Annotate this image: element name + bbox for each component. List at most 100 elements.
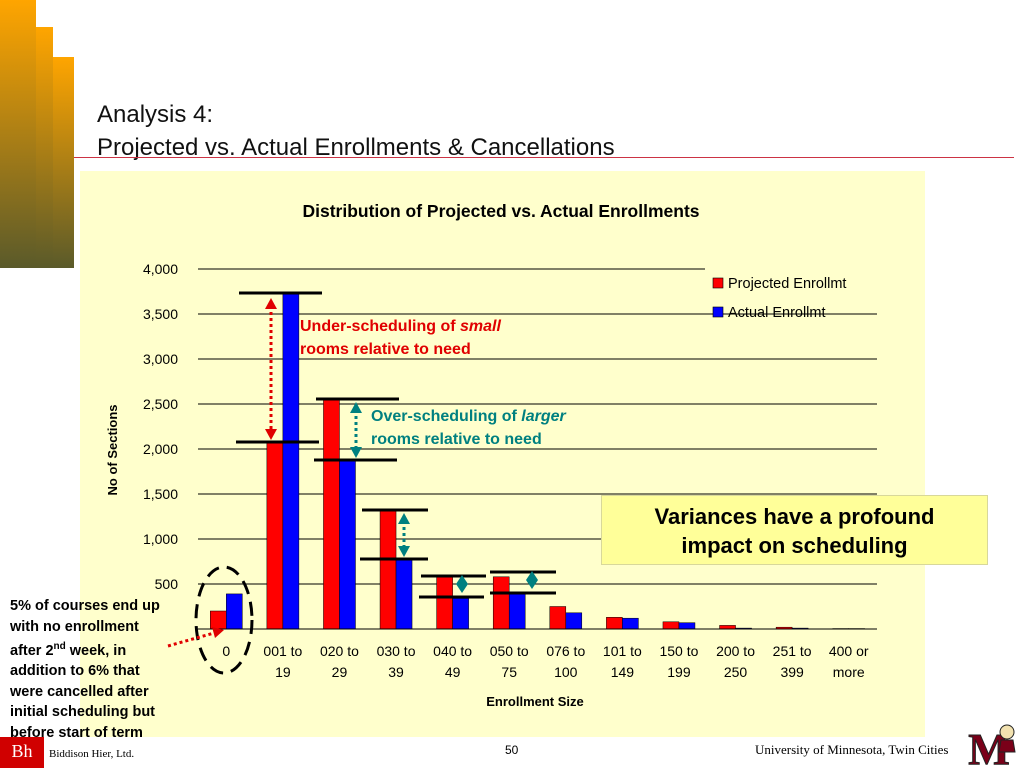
side-note-line: after 2nd week, in xyxy=(10,637,195,661)
x-tick-label: 400 or xyxy=(829,643,869,659)
under-arrow-head-down xyxy=(265,429,277,440)
y-tick-label: 3,000 xyxy=(143,351,178,367)
annotation-markers xyxy=(167,291,556,675)
side-note-post: week, in xyxy=(65,642,127,659)
slide-title-line2: Projected vs. Actual Enrollments & Cance… xyxy=(97,134,615,161)
under-scheduling-callout: Under-scheduling of small rooms relative… xyxy=(300,315,501,361)
slide-title-line1: Analysis 4: xyxy=(97,101,214,128)
x-tick-label: 100 xyxy=(554,664,578,680)
bar-projected xyxy=(266,442,284,630)
x-tick-label: 199 xyxy=(667,664,691,680)
legend-swatch-actual xyxy=(712,306,724,318)
bar-projected xyxy=(662,621,680,630)
y-tick-label: 500 xyxy=(155,576,179,592)
x-tick-label: 149 xyxy=(611,664,635,680)
chart-title: Distribution of Projected vs. Actual Enr… xyxy=(302,201,699,221)
bar-projected xyxy=(436,575,453,630)
chart-panel xyxy=(80,171,925,737)
over-arrow-diamond xyxy=(526,571,538,589)
side-note-pointer-head xyxy=(212,627,224,638)
over-callout-prefix: Over-scheduling of xyxy=(371,408,522,425)
x-tick-label: 050 to xyxy=(490,643,529,659)
y-tick-label: 1,500 xyxy=(143,486,178,502)
side-note-line: 5% of courses end up xyxy=(10,598,160,614)
over-scheduling-callout: Over-scheduling of larger rooms relative… xyxy=(371,405,566,451)
under-arrow-head-up xyxy=(265,298,277,309)
over-callout-emphasis: larger xyxy=(521,408,566,425)
over-arrow-head-up xyxy=(398,513,410,524)
bar-projected xyxy=(323,398,340,630)
decorative-bar-3 xyxy=(53,57,74,268)
over-arrow-head-down xyxy=(350,447,362,458)
side-note-line: before start of term xyxy=(10,724,143,741)
over-callout-line1: Over-scheduling of larger xyxy=(371,405,566,428)
x-tick-label: 001 to xyxy=(263,643,302,659)
university-logo-icon: M xyxy=(968,724,1016,766)
variance-line1: Variances have a profound xyxy=(654,504,935,529)
bar-projected xyxy=(210,610,227,630)
bar-projected xyxy=(379,509,397,630)
bar-actual xyxy=(678,622,696,630)
bar-actual xyxy=(226,593,243,630)
x-tick-label: 020 to xyxy=(320,643,359,659)
x-tick-label: 040 to xyxy=(433,643,472,659)
x-tick-label: 250 xyxy=(724,664,748,680)
under-callout-line1: Under-scheduling of small xyxy=(300,315,501,338)
x-tick-label: 251 to xyxy=(773,643,812,659)
y-axis-ticks: 500 1,000 1,500 2,000 2,500 3,000 3,500 4,000 xyxy=(143,261,178,592)
bar-actual xyxy=(508,592,526,630)
x-axis-label: Enrollment Size xyxy=(486,694,584,709)
over-arrow-head-down xyxy=(398,546,410,557)
bars xyxy=(210,293,865,630)
x-tick-label: 399 xyxy=(780,664,804,680)
decorative-bar-2 xyxy=(36,27,53,268)
x-tick-label: 101 to xyxy=(603,643,642,659)
legend: Projected Enrollmt Actual Enrollmt xyxy=(712,276,846,321)
under-callout-emphasis: small xyxy=(460,318,501,335)
decorative-bar-1 xyxy=(0,0,36,268)
side-note: 5% of courses end up with no enrollment … xyxy=(10,596,195,743)
x-tick-label: 19 xyxy=(275,664,291,680)
bar-actual xyxy=(395,557,413,630)
side-note-line: initial scheduling but xyxy=(10,704,155,721)
legend-label-actual: Actual Enrollmt xyxy=(728,305,826,321)
legend-label-projected: Projected Enrollmt xyxy=(728,276,846,292)
over-arrow-diamond xyxy=(456,575,468,593)
x-tick-label: 150 to xyxy=(659,643,698,659)
bar-actual xyxy=(452,598,469,630)
bar-projected xyxy=(606,617,623,630)
side-note-line: addition to 6% that xyxy=(10,663,140,680)
page-number: 50 xyxy=(505,743,519,757)
y-tick-label: 2,000 xyxy=(143,441,178,457)
x-tick-label: 29 xyxy=(332,664,348,680)
variance-line2: impact on scheduling xyxy=(681,533,908,558)
bar-actual xyxy=(565,612,583,630)
slide-title: Analysis 4: Projected vs. Actual Enrollm… xyxy=(97,98,615,164)
under-callout-line2: rooms relative to need xyxy=(300,341,471,358)
university-name: University of Minnesota, Twin Cities xyxy=(755,742,949,757)
y-tick-label: 4,000 xyxy=(143,261,178,277)
x-tick-label: 0 xyxy=(222,643,230,659)
bar-actual xyxy=(282,293,300,630)
title-divider xyxy=(74,157,1014,158)
side-note-line: with no enrollment xyxy=(10,618,139,635)
side-note-pre: after 2 xyxy=(10,642,54,659)
side-note-sup: nd xyxy=(53,641,66,652)
y-tick-label: 1,000 xyxy=(143,531,178,547)
gridlines xyxy=(198,268,877,585)
over-arrow-head-up xyxy=(350,402,362,413)
company-logo: Bh xyxy=(0,737,44,768)
bar-projected xyxy=(549,606,567,630)
y-tick-label: 3,500 xyxy=(143,306,178,322)
x-tick-label: 200 to xyxy=(716,643,755,659)
x-tick-label: more xyxy=(833,664,865,680)
legend-swatch-projected xyxy=(712,277,724,289)
side-note-pointer-line xyxy=(167,631,215,648)
over-callout-line2: rooms relative to need xyxy=(371,431,542,448)
y-tick-label: 2,500 xyxy=(143,396,178,412)
x-tick-label: 39 xyxy=(388,664,404,680)
y-axis-label: No of Sections xyxy=(105,404,120,495)
bar-projected xyxy=(492,576,510,630)
x-tick-label: 75 xyxy=(501,664,517,680)
